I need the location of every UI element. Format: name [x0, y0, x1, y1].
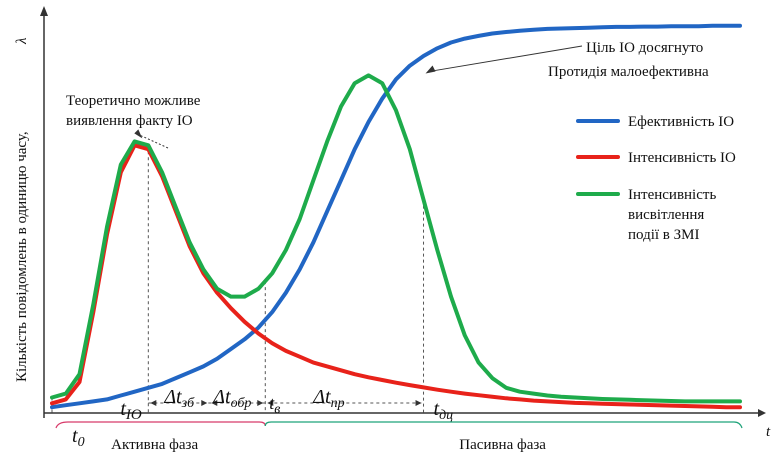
series-line-1 [50, 23, 742, 410]
annotation-goal-arrowhead [425, 65, 436, 74]
annotation-detection-line-2: виявлення факту ІО [66, 113, 193, 129]
phase-bracket-passive [264, 421, 743, 429]
series-layer [50, 23, 742, 410]
interval-arrow-3 [211, 400, 218, 406]
interval-label-1: Δtзб [163, 386, 195, 411]
legend-label-2-line-1: Інтенсивність ІО [628, 150, 736, 166]
legend-label-1-line-1: Ефективність ІО [628, 114, 734, 130]
marker-tio: tІО [120, 398, 142, 423]
marker-tv: tв [269, 393, 280, 417]
interval-arrow-5 [267, 400, 274, 406]
series-line-3 [50, 73, 742, 404]
series-line-2 [50, 143, 742, 410]
interval-label-3: Δtпр [312, 386, 344, 411]
phase-passive-label: Пасивна фаза [459, 437, 546, 453]
annotation-goal-line-1: Ціль ІО досягнуто [586, 40, 703, 56]
y-axis-arrow [40, 6, 48, 16]
annotation-detection-arrow [140, 134, 169, 149]
annotation-detection-arrowhead [134, 129, 143, 139]
labels-layer: Кількість повідомлень в одиницю часу, λ t0… [14, 37, 771, 453]
legend-label-3-line-3: події в ЗМІ [628, 227, 700, 243]
annotation-goal-line-2: Протидія малоефективна [548, 64, 709, 80]
marker-tdc: tдц [434, 398, 454, 423]
phase-bracket-active [55, 421, 266, 429]
phase-active-label: Активна фаза [111, 437, 198, 453]
interval-arrow-6 [415, 400, 422, 406]
guide-lines [51, 145, 425, 413]
legend-label-3-line-2: висвітлення [628, 207, 704, 223]
marker-t0: t0 [72, 425, 85, 450]
y-axis-label: Кількість повідомлень в одиницю часу, [14, 131, 30, 382]
annotation-goal-arrow [429, 45, 583, 72]
interval-arrow-4 [257, 400, 264, 406]
annotation-detection-line-1: Теоретично можливе [66, 93, 201, 109]
interval-arrow-2 [201, 400, 208, 406]
interval-label-2: Δtобр [212, 386, 251, 411]
x-axis-arrow [758, 409, 766, 417]
legend-label-3-line-1: Інтенсивність [628, 187, 716, 203]
x-axis-label: t [766, 424, 771, 440]
interval-arrow-1 [150, 400, 157, 406]
axes [40, 6, 766, 418]
legend: Ефективність ІО Інтенсивність ІО Інтенсивн… [576, 114, 736, 243]
y-axis-symbol: λ [14, 37, 30, 45]
